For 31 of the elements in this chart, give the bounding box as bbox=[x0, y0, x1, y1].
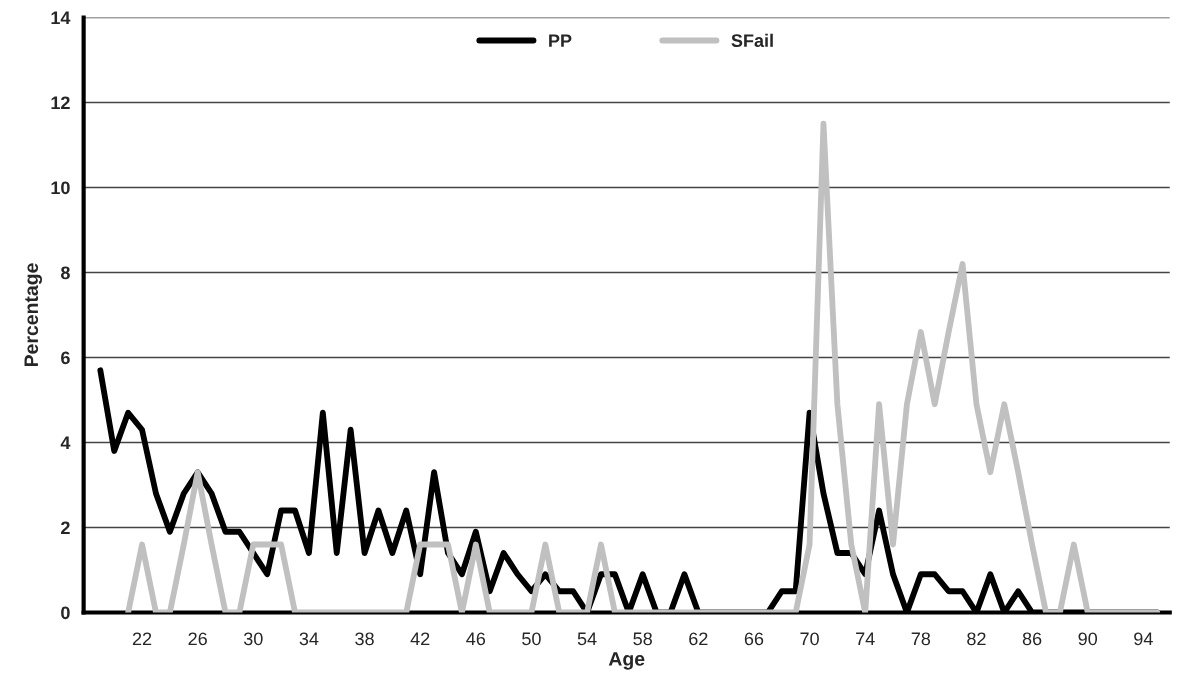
x-axis-title: Age bbox=[608, 652, 645, 670]
y-tick-label: 2 bbox=[61, 521, 70, 535]
x-tick-label: 22 bbox=[132, 632, 152, 646]
x-tick-label: 78 bbox=[911, 632, 931, 646]
x-tick-label: 66 bbox=[744, 632, 764, 646]
y-tick-label: 10 bbox=[51, 181, 70, 195]
x-tick-label: 46 bbox=[466, 632, 486, 646]
x-tick-label: 58 bbox=[633, 632, 652, 646]
x-tick-label: 26 bbox=[188, 632, 207, 646]
x-tick-label: 94 bbox=[1134, 632, 1153, 646]
y-tick-label: 8 bbox=[60, 266, 70, 280]
y-tick-label: 0 bbox=[61, 606, 70, 620]
x-tick-label: 90 bbox=[1078, 632, 1098, 646]
x-tick-label: 50 bbox=[522, 632, 541, 646]
x-tick-label: 54 bbox=[577, 632, 597, 646]
x-tick-label: 86 bbox=[1022, 632, 1042, 646]
x-tick-label: 74 bbox=[856, 632, 875, 646]
x-tick-label: 38 bbox=[355, 632, 374, 646]
x-tick-label: 34 bbox=[299, 632, 319, 646]
y-axis-title: Percentage bbox=[24, 263, 43, 367]
legend-label: SFail bbox=[731, 33, 773, 48]
legend-label: PP bbox=[549, 34, 572, 47]
x-tick-label: 70 bbox=[800, 632, 819, 646]
x-tick-label: 30 bbox=[243, 632, 263, 646]
y-tick-label: 6 bbox=[61, 351, 70, 365]
y-tick-label: 4 bbox=[60, 436, 71, 450]
y-tick-label: 12 bbox=[51, 96, 70, 110]
y-tick-label: 14 bbox=[51, 11, 71, 25]
x-tick-label: 42 bbox=[410, 632, 430, 646]
x-tick-label: 62 bbox=[689, 632, 708, 646]
x-tick-label: 82 bbox=[967, 632, 986, 646]
